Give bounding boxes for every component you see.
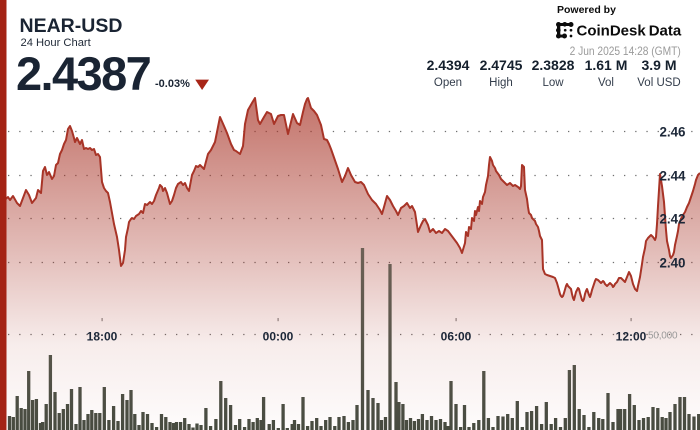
svg-text:00:00: 00:00 — [263, 330, 294, 344]
svg-text:2.42: 2.42 — [659, 211, 685, 226]
svg-text:12:00: 12:00 — [616, 330, 647, 344]
svg-text:06:00: 06:00 — [441, 330, 472, 344]
svg-text:2.46: 2.46 — [659, 124, 685, 139]
svg-text:50,000: 50,000 — [648, 331, 678, 342]
svg-text:2.44: 2.44 — [659, 168, 686, 183]
svg-text:2.40: 2.40 — [659, 255, 685, 270]
svg-text:18:00: 18:00 — [87, 330, 118, 344]
svg-text:CoinDesk Data: CoinDesk Data — [577, 22, 682, 39]
